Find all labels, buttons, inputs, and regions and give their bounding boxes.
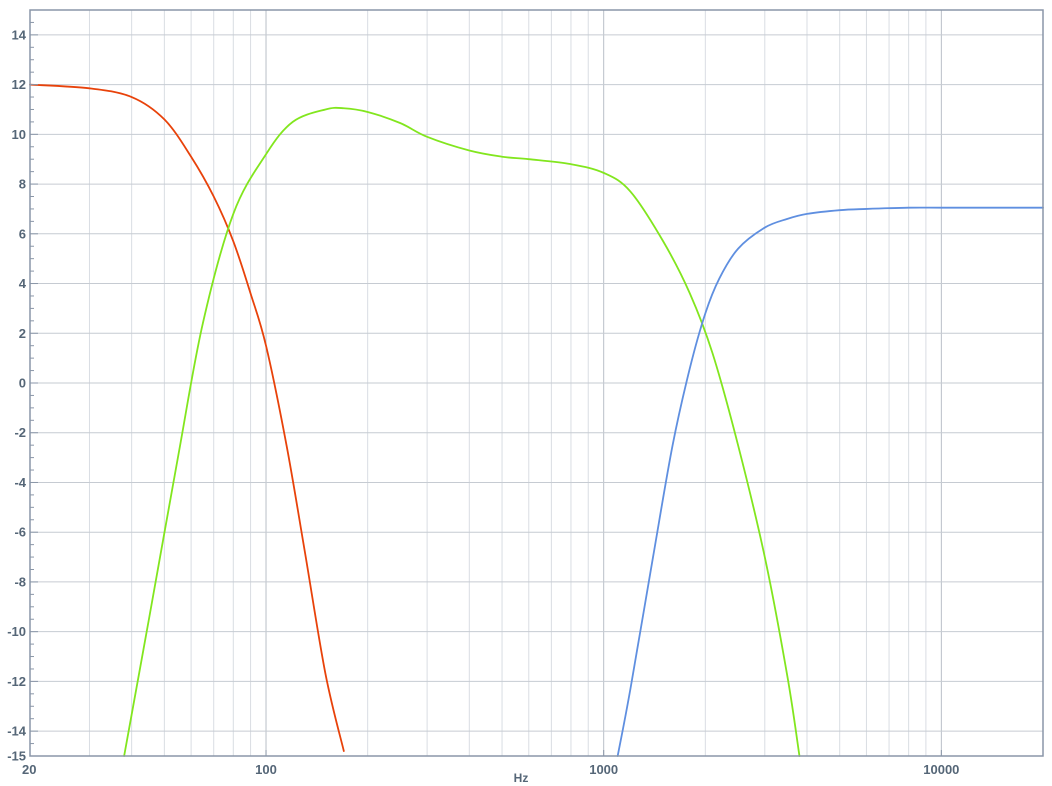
- y-tick-label: -10: [7, 624, 26, 639]
- y-tick-label: 8: [19, 177, 26, 192]
- y-tick-label: 0: [19, 376, 26, 391]
- series-line-1: [29, 83, 345, 752]
- y-tick-label: -8: [14, 574, 26, 589]
- series-line-3: [616, 206, 1044, 757]
- series-line-2: [123, 106, 801, 757]
- y-tick-label: -6: [14, 525, 26, 540]
- y-tick-label: 12: [12, 77, 26, 92]
- y-tick-label: 4: [19, 276, 27, 291]
- x-tick-label: 1000: [589, 762, 618, 777]
- x-tick-label: 20: [22, 762, 36, 777]
- y-tick-label: -2: [14, 425, 26, 440]
- y-tick-label: -14: [7, 724, 27, 739]
- y-tick-label: 2: [19, 326, 26, 341]
- y-tick-label: -15: [7, 749, 26, 764]
- x-tick-label: 10000: [923, 762, 959, 777]
- y-axis: 14 12 10 8 6 4 2 0 -2 -4 -6 -8 -10 -12 -14 -15: [7, 9, 38, 764]
- y-tick-label: -12: [7, 674, 26, 689]
- y-tick-label: -4: [14, 475, 26, 490]
- x-tick-label: 100: [255, 762, 277, 777]
- series-layer: [29, 83, 1044, 757]
- x-axis-title: Hz: [514, 771, 529, 785]
- y-tick-label: 14: [12, 27, 27, 42]
- major-grid: [30, 10, 1043, 756]
- x-axis: 20 100 1000 10000: [22, 750, 959, 777]
- y-tick-label: 10: [12, 127, 26, 142]
- y-tick-label: 6: [19, 226, 26, 241]
